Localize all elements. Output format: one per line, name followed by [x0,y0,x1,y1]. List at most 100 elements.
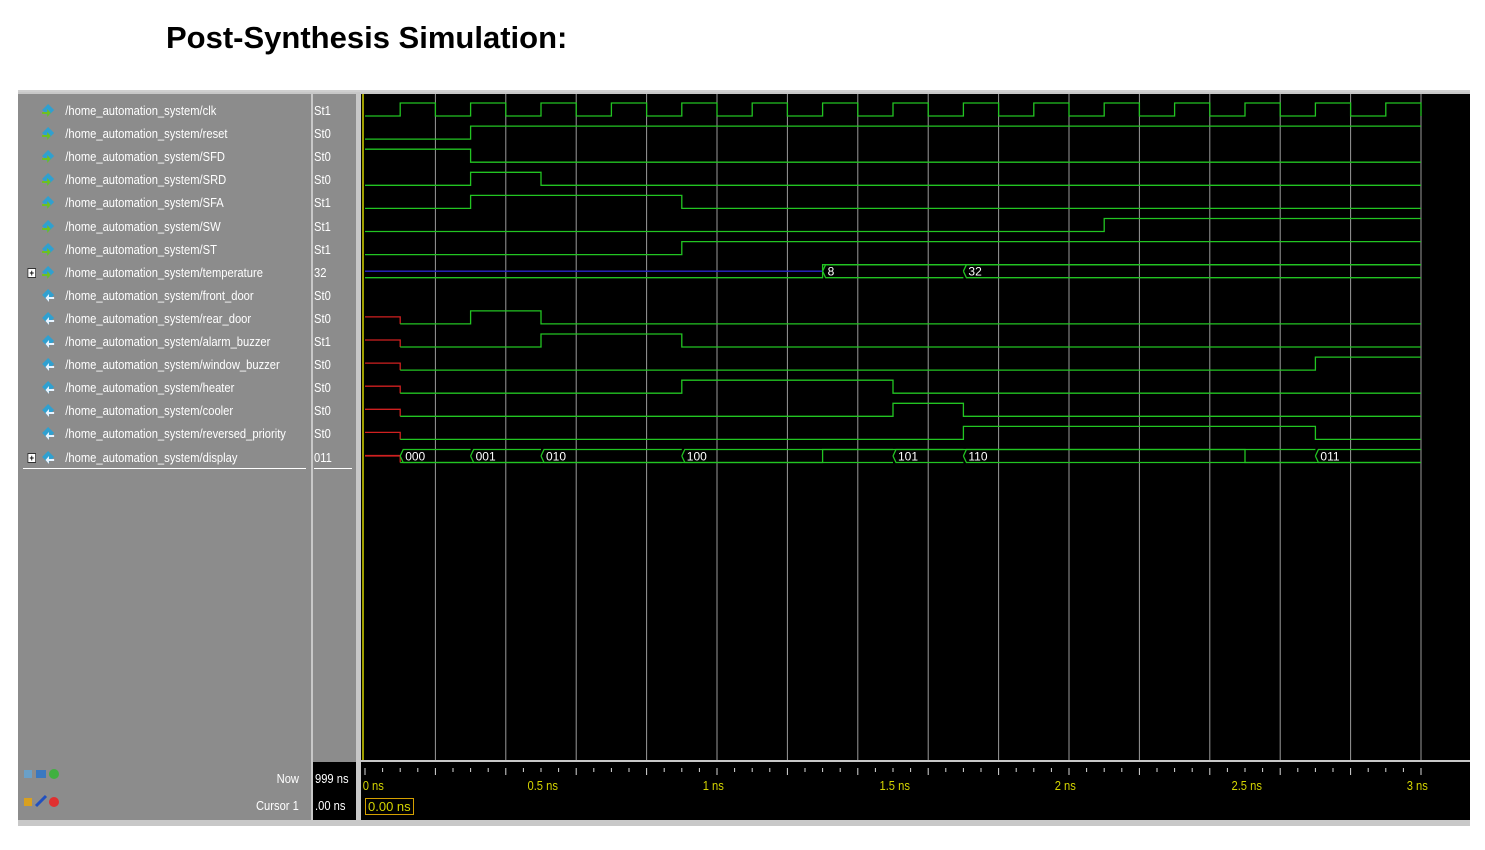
signal-name-pane: /home_automation_system/clk/home_automat… [18,94,311,762]
wave-bus-segment [822,264,964,279]
output-port-icon [42,288,55,302]
signal-value: 32 [314,264,327,280]
bus-value-label: 001 [476,450,496,464]
wave-digital [365,240,1421,256]
wave-undefined [365,431,401,440]
wave-digital [400,402,1421,417]
wave-digital [365,217,1421,233]
input-port-icon [42,265,55,279]
signal-name: /home_automation_system/reset [65,126,228,142]
footer-label-pane: Now Cursor 1 [18,762,311,820]
signal-value: 011 [314,449,332,465]
signal-name: /home_automation_system/display [65,449,238,465]
signal-name: /home_automation_system/temperature [65,264,263,280]
now-label: Now [276,771,299,786]
signal-row[interactable]: + /home_automation_system/display [18,446,270,469]
now-value: 999 ns [315,771,349,786]
wave-undefined [365,362,401,371]
wave-digital [400,425,1421,441]
signal-name: /home_automation_system/reversed_priorit… [65,426,286,442]
bus-value-label: 010 [546,450,566,464]
time-tick-label: 2 ns [1054,778,1076,793]
bus-value-label: 011 [1320,450,1339,464]
signal-name: /home_automation_system/heater [65,380,235,396]
input-port-icon [42,173,55,187]
signal-value: St0 [314,357,331,373]
bus-value-label: 110 [968,450,987,464]
signal-row[interactable]: + /home_automation_system/temperature [18,261,270,284]
wave-bus-segment [681,448,893,464]
wave-window: /home_automation_system/clk/home_automat… [18,90,1470,826]
signal-row[interactable]: /home_automation_system/rear_door [18,307,270,330]
wave-undefined [365,408,401,417]
bus-value-label: 101 [898,450,918,464]
expand-icon[interactable]: + [27,452,37,463]
signal-row[interactable]: /home_automation_system/SFA [18,191,270,214]
time-tick-label: 1 ns [702,778,724,793]
signal-value-pane: St1 St0 St0 St0 St1 St1 St1 32 St0 St0 St1 St0 St0 St… [313,94,356,762]
bus-value-label: 000 [405,450,425,464]
wave-undefined [365,339,401,347]
signal-value: St1 [314,103,331,118]
bus-value-label: 32 [968,265,982,279]
signal-name: /home_automation_system/rear_door [65,310,252,326]
waveform-canvas[interactable]: 8 32 000 001 010 100 101 110 011 [361,94,1470,760]
signal-row[interactable]: /home_automation_system/ST [18,238,270,261]
signal-name: /home_automation_system/SW [65,218,221,234]
signal-row[interactable]: /home_automation_system/cooler [18,399,270,422]
wave-digital [400,333,1421,348]
signal-row[interactable]: /home_automation_system/clk [18,99,270,122]
signal-row[interactable]: /home_automation_system/SW [18,215,270,238]
signal-row[interactable]: /home_automation_system/front_door [18,284,270,307]
input-port-icon [42,150,55,164]
cursor-value: .00 ns [315,798,346,813]
output-port-icon [42,335,55,348]
output-port-icon [42,311,55,325]
output-port-icon [42,404,55,418]
wave-bus-segment [962,264,1421,279]
signal-name: /home_automation_system/alarm_buzzer [65,334,271,349]
signal-value: St1 [314,195,331,211]
signal-value: St1 [314,241,331,257]
wave-digital [400,356,1421,371]
signal-value: St1 [314,218,331,234]
input-port-icon [42,127,55,141]
signal-row[interactable]: /home_automation_system/alarm_buzzer [18,330,270,353]
zoom-icons[interactable] [24,769,59,779]
bus-value-label: 8 [828,265,835,279]
row-divider [23,467,306,469]
cursor-icons[interactable] [24,794,59,808]
signal-name: /home_automation_system/ST [65,241,217,257]
signal-name: /home_automation_system/SFD [65,149,226,165]
time-axis[interactable]: 0.00 ns 0 ns 0.5 ns 1 ns 1.5 ns 2 ns 2.5 ns 3 … [361,762,1470,820]
signal-value: St0 [314,172,331,188]
wave-digital [400,379,1421,394]
wave-undefined [365,316,401,324]
signal-name: /home_automation_system/SFA [65,195,224,211]
signal-name: /home_automation_system/SRD [65,172,227,188]
expand-icon[interactable]: + [27,267,37,278]
signal-value: St0 [314,426,331,442]
waveform-pane[interactable]: 8 32 000 001 010 100 101 110 011 [361,94,1470,760]
wave-digital [400,310,1421,325]
wave-digital [365,148,1421,163]
wave-bus-segment [1314,448,1421,464]
wave-clk [365,102,1422,117]
wave-digital [365,171,1421,186]
input-port-icon [42,242,55,256]
signal-row[interactable]: /home_automation_system/SFD [18,145,270,168]
signal-value: St0 [314,380,331,396]
signal-name: /home_automation_system/front_door [65,287,254,303]
signal-row[interactable]: /home_automation_system/reset [18,122,270,145]
bus-value-label: 100 [687,450,707,464]
signal-row[interactable]: /home_automation_system/window_buzzer [18,353,280,376]
signal-row[interactable]: /home_automation_system/heater [18,376,270,399]
signal-row[interactable]: /home_automation_system/SRD [18,168,270,191]
time-tick-label: 0 ns [362,778,384,793]
output-port-icon [42,358,55,372]
wave-digital [365,125,1421,140]
time-tick-label: 1.5 ns [879,778,910,793]
signal-row[interactable]: /home_automation_system/reversed_priorit… [18,422,286,445]
signal-value: St0 [314,403,331,419]
cursor-time-box[interactable]: 0.00 ns [365,798,414,815]
